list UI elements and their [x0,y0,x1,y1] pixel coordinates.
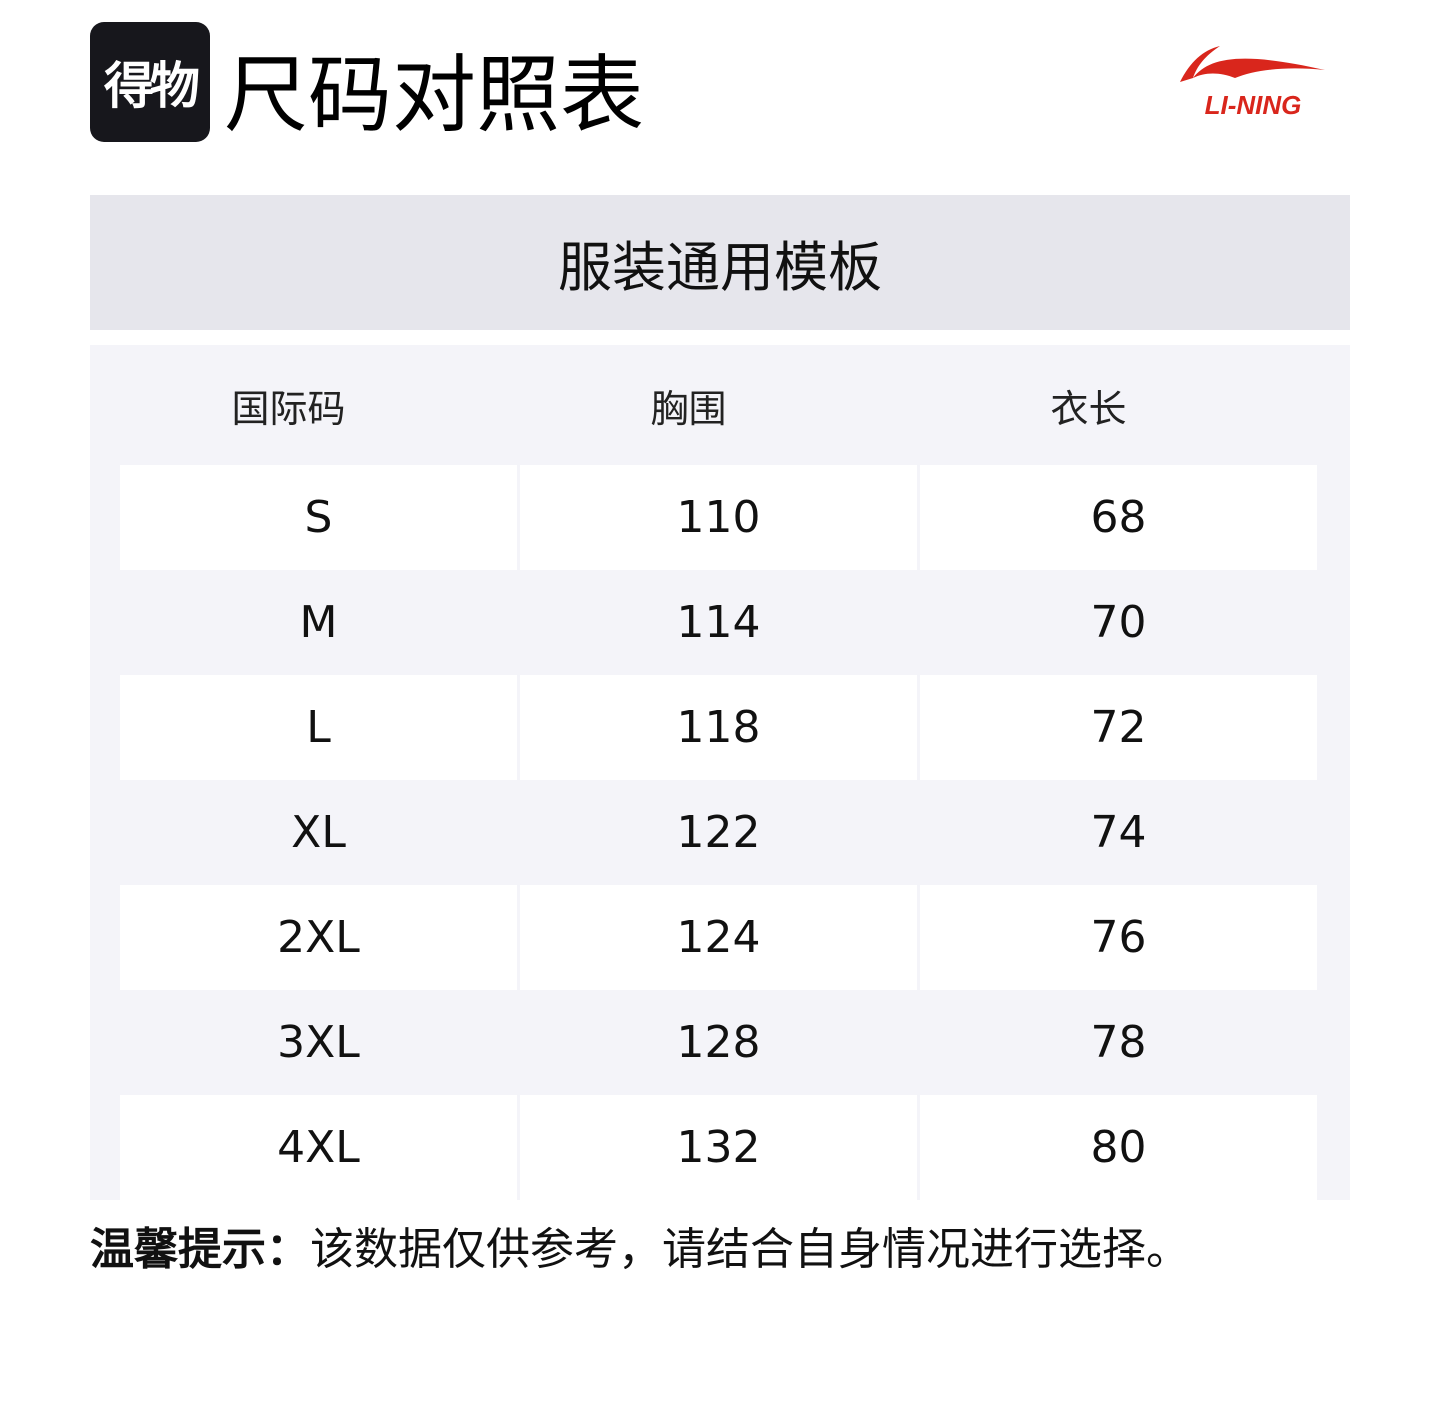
table-row: L 118 72 [120,675,1317,780]
column-header: 衣长 [1050,386,1127,431]
table-cell: 110 [520,465,917,570]
tip-note: 温馨提示：该数据仅供参考，请结合自身情况进行选择。 [90,1220,1190,1280]
table-cell: 80 [920,1095,1317,1200]
table-cell: 132 [520,1095,917,1200]
table-cell: M [299,597,338,648]
column-header: 胸围 [650,386,727,431]
table-cell: XL [291,807,346,858]
table-row: M 114 70 [120,570,1317,675]
table-cell: 128 [676,1017,761,1068]
table-cell: S [120,465,517,570]
table-cell: 3XL [277,1017,360,1068]
table-cell: 118 [520,675,917,780]
column-header: 国际码 [231,386,346,431]
table-cell: 72 [920,675,1317,780]
li-ning-logo: LI-NING [1180,46,1325,120]
table-cell: L [120,675,517,780]
table-cell: 68 [920,465,1317,570]
tip-text: 该数据仅供参考，请结合自身情况进行选择。 [310,1224,1190,1275]
table-cell: 124 [520,885,917,990]
page-title: 尺码对照表 [224,46,645,144]
table-cell: 74 [1090,807,1147,858]
table-row: S 110 68 [120,465,1317,570]
table-cell: 70 [1090,597,1147,648]
table-cell: 76 [920,885,1317,990]
table-cell: 2XL [120,885,517,990]
template-title: 服装通用模板 [90,195,1350,330]
table-cell: 78 [1090,1017,1147,1068]
svg-text:LI-NING: LI-NING [1205,90,1302,120]
size-table: 国际码 胸围 衣长 S 110 68 M 114 70 L 118 72 XL 122 74 2XL 12… [90,345,1350,1200]
table-row: 4XL 132 80 [120,1095,1317,1200]
table-cell: 4XL [120,1095,517,1200]
tip-label: 温馨提示： [90,1224,310,1275]
table-row: 3XL 128 78 [120,990,1317,1095]
table-row: XL 122 74 [120,780,1317,885]
table-row: 2XL 124 76 [120,885,1317,990]
table-header: 国际码 胸围 衣长 [90,345,1350,465]
dewu-logo: 得物 [90,22,210,142]
table-cell: 114 [676,597,761,648]
table-cell: 122 [676,807,761,858]
